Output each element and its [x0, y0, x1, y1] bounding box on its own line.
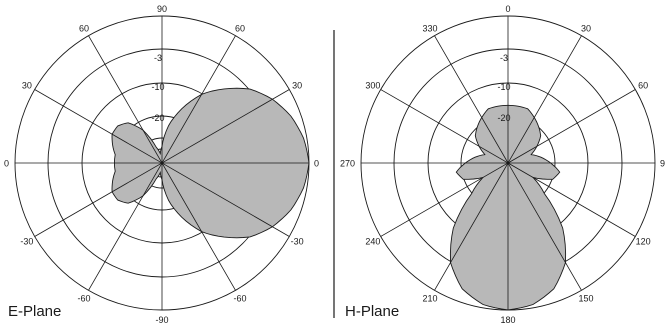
plot-title: H-Plane — [345, 303, 399, 320]
angle-tick-label: 60 — [235, 23, 245, 33]
plot-title: E-Plane — [8, 303, 61, 320]
angle-tick-label: 240 — [365, 237, 380, 247]
h-plane-polar-plot: 0 330 30 300 60 270 90 240 120 210 150 180 -3 -10 -20 H… — [340, 4, 665, 325]
angle-tick-label: -60 — [77, 294, 90, 304]
db-ring-label: -3 — [154, 53, 162, 63]
db-ring-label: -20 — [151, 113, 164, 123]
grid-spoke — [380, 89, 636, 237]
angle-tick-label: -30 — [291, 237, 304, 247]
angle-tick-label: 330 — [422, 23, 437, 33]
angle-tick-label: 30 — [22, 81, 32, 91]
angle-tick-label: 90 — [660, 159, 665, 169]
angle-tick-label: -60 — [233, 294, 246, 304]
angle-tick-label: 0 — [505, 4, 510, 14]
angle-tick-label: 60 — [638, 81, 648, 91]
db-ring-label: -10 — [151, 82, 164, 92]
angle-tick-label: 210 — [422, 294, 437, 304]
angle-tick-label: 270 — [340, 159, 355, 169]
grid-spoke — [34, 89, 290, 237]
angle-tick-label: 0 — [4, 159, 9, 169]
angle-tick-label: 30 — [292, 81, 302, 91]
angle-tick-label: 120 — [636, 237, 651, 247]
angle-tick-label: 90 — [157, 4, 167, 14]
angle-tick-label: 180 — [500, 315, 515, 325]
e-plane-polar-plot: 90 60 60 30 30 0 0 -30 -30 -60 -60 -90 -3 -10 -20 E-Pla… — [4, 4, 319, 325]
angle-tick-label: 60 — [79, 23, 89, 33]
db-ring-label: -3 — [500, 53, 508, 63]
angle-tick-label: -30 — [20, 237, 33, 247]
angle-tick-label: 30 — [581, 23, 591, 33]
db-ring-label: -20 — [497, 113, 510, 123]
angle-tick-label: 0 — [314, 159, 319, 169]
angle-tick-label: 300 — [365, 81, 380, 91]
angle-tick-label: -90 — [155, 315, 168, 325]
db-ring-label: -10 — [497, 82, 510, 92]
angle-tick-label: 150 — [578, 294, 593, 304]
